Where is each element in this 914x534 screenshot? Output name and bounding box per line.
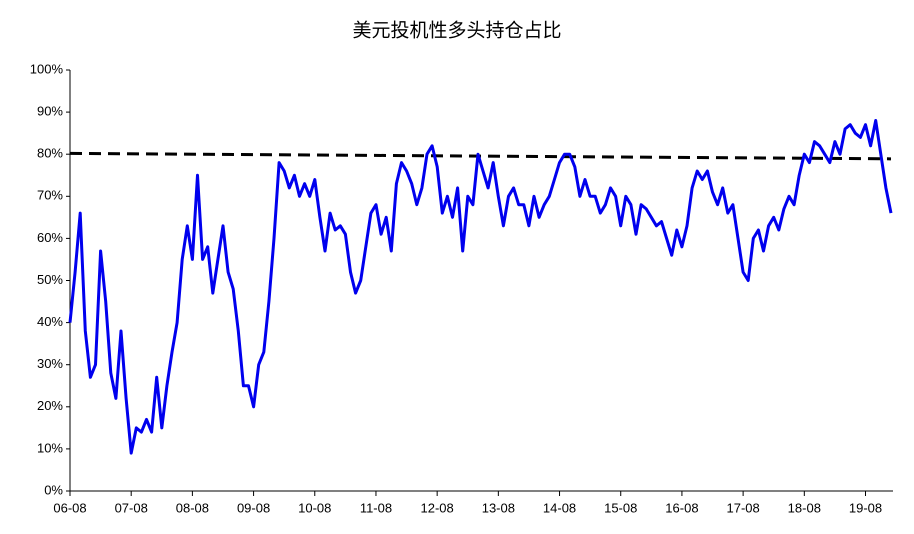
y-tick-label: 90% (37, 104, 63, 119)
x-tick-label: 16-08 (665, 500, 698, 515)
y-tick-label: 100% (30, 61, 64, 76)
x-tick-label: 13-08 (482, 500, 515, 515)
x-tick-label: 17-08 (726, 500, 759, 515)
y-tick-label: 0% (44, 482, 63, 497)
data-line (68, 119, 893, 455)
x-tick-label: 14-08 (543, 500, 576, 515)
x-tick-label: 10-08 (298, 500, 331, 515)
trend-line (69, 151, 892, 161)
y-tick-label: 10% (37, 440, 63, 455)
x-tick-label: 19-08 (849, 500, 882, 515)
y-tick-label: 70% (37, 188, 63, 203)
x-tick-label: 15-08 (604, 500, 637, 515)
x-tick-label: 08-08 (176, 500, 209, 515)
x-tick-label: 06-08 (53, 500, 86, 515)
y-tick-label: 80% (37, 146, 63, 161)
x-tick-label: 07-08 (115, 500, 148, 515)
x-tick-label: 09-08 (237, 500, 270, 515)
y-tick-label: 60% (37, 230, 63, 245)
x-tick-label: 11-08 (360, 500, 392, 515)
y-tick-label: 20% (37, 398, 63, 413)
y-tick-label: 30% (37, 356, 63, 371)
chart-title: 美元投机性多头持仓占比 (352, 19, 561, 41)
x-tick-label: 12-08 (421, 500, 454, 515)
y-tick-label: 50% (37, 272, 63, 287)
x-tick-label: 18-08 (788, 500, 821, 515)
y-tick-label: 40% (37, 314, 63, 329)
